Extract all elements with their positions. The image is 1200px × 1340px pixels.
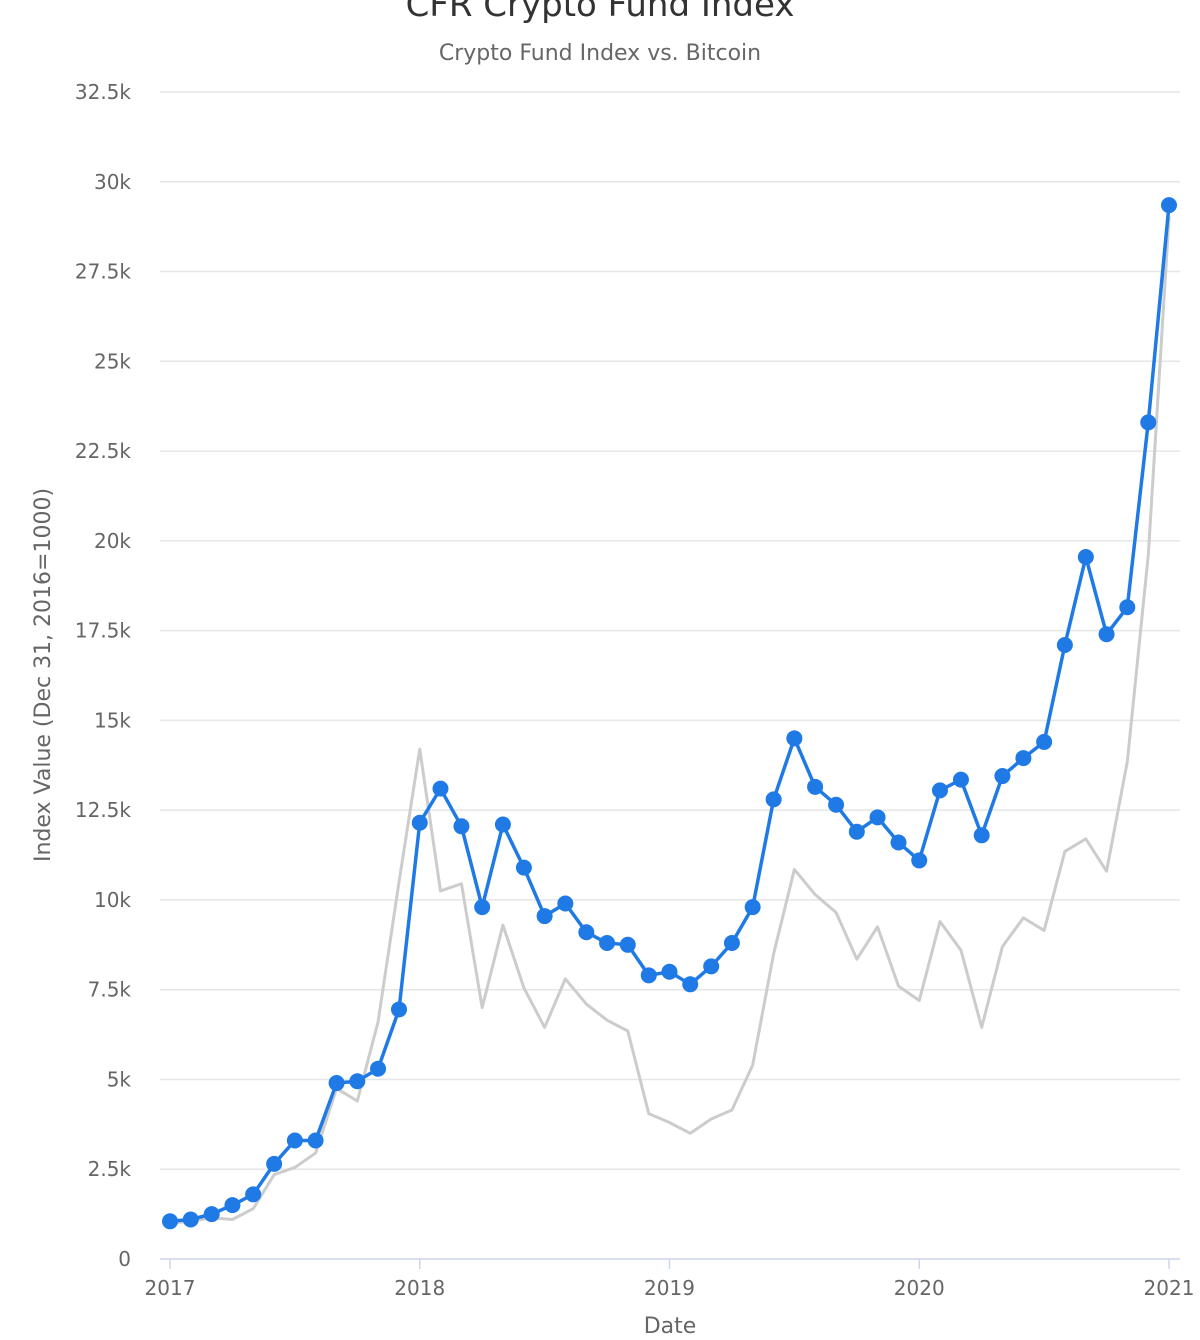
data-point-fund-index[interactable] — [349, 1073, 366, 1090]
series-layer — [162, 197, 1177, 1230]
data-point-fund-index[interactable] — [370, 1060, 387, 1077]
data-point-fund-index[interactable] — [266, 1155, 283, 1172]
data-point-fund-index[interactable] — [703, 958, 720, 975]
data-point-fund-index[interactable] — [1098, 626, 1115, 643]
data-point-fund-index[interactable] — [640, 967, 657, 984]
y-tick-label: 22.5k — [75, 439, 132, 463]
series-line-fund-index — [168, 203, 1171, 1224]
data-point-fund-index[interactable] — [494, 816, 511, 833]
data-point-fund-index[interactable] — [744, 899, 761, 916]
x-axis-ticks: 2017 2018 2019 2020 2021 — [145, 1259, 1195, 1300]
data-point-fund-index[interactable] — [1077, 549, 1094, 566]
x-tick-label: 2019 — [644, 1276, 695, 1300]
data-point-fund-index[interactable] — [599, 935, 616, 952]
data-point-fund-index[interactable] — [1119, 599, 1136, 616]
x-axis-title: Date — [644, 1314, 697, 1339]
data-point-fund-index[interactable] — [307, 1132, 324, 1149]
data-point-fund-index[interactable] — [619, 936, 636, 953]
data-point-fund-index[interactable] — [557, 895, 574, 912]
x-tick-label: 2020 — [894, 1276, 945, 1300]
data-point-fund-index[interactable] — [807, 778, 824, 795]
data-point-fund-index[interactable] — [182, 1211, 199, 1228]
data-point-fund-index[interactable] — [162, 1213, 178, 1230]
y-tick-label: 7.5k — [88, 978, 132, 1002]
data-point-fund-index[interactable] — [391, 1001, 408, 1018]
y-tick-label: 20k — [94, 529, 131, 553]
y-tick-label: 17.5k — [75, 619, 132, 643]
data-point-fund-index[interactable] — [203, 1206, 220, 1223]
y-axis-ticks: 0 2.5k 5k 7.5k 10k 12.5k 15k 17.5k 20k 22.5k 25k 27… — [75, 80, 132, 1271]
data-point-fund-index[interactable] — [828, 796, 845, 813]
data-point-fund-index[interactable] — [432, 780, 449, 797]
data-point-fund-index[interactable] — [1161, 197, 1177, 214]
data-point-fund-index[interactable] — [536, 908, 553, 925]
data-point-fund-index[interactable] — [848, 823, 865, 840]
data-point-fund-index[interactable] — [453, 818, 470, 835]
grid-layer — [160, 91, 1180, 1260]
y-tick-label: 5k — [107, 1067, 132, 1091]
data-point-fund-index[interactable] — [682, 976, 699, 993]
y-axis-title: Index Value (Dec 31, 2016=1000) — [31, 488, 56, 862]
y-tick-label: 32.5k — [75, 80, 132, 104]
chart-title: CFR Crypto Fund Index — [406, 0, 795, 25]
chart-subtitle: Crypto Fund Index vs. Bitcoin — [439, 41, 761, 66]
data-point-fund-index[interactable] — [1140, 414, 1157, 431]
data-point-fund-index[interactable] — [890, 834, 907, 851]
data-point-fund-index[interactable] — [786, 730, 803, 747]
data-point-fund-index[interactable] — [765, 791, 782, 808]
data-point-fund-index[interactable] — [286, 1132, 303, 1149]
data-point-fund-index[interactable] — [952, 771, 969, 788]
y-tick-label: 25k — [94, 349, 131, 373]
data-point-fund-index[interactable] — [994, 768, 1011, 785]
data-point-fund-index[interactable] — [474, 899, 491, 916]
data-point-fund-index[interactable] — [224, 1197, 241, 1214]
data-point-fund-index[interactable] — [328, 1075, 345, 1092]
data-point-fund-index[interactable] — [973, 827, 990, 844]
data-point-fund-index[interactable] — [931, 782, 948, 799]
data-point-fund-index[interactable] — [1056, 636, 1073, 653]
y-tick-label: 27.5k — [75, 260, 132, 284]
data-point-fund-index[interactable] — [578, 924, 595, 941]
x-tick-label: 2017 — [145, 1276, 196, 1300]
data-point-fund-index[interactable] — [723, 935, 740, 952]
data-point-fund-index[interactable] — [911, 852, 928, 869]
data-point-fund-index[interactable] — [1036, 733, 1053, 750]
y-tick-label: 0 — [118, 1247, 131, 1271]
y-tick-label: 12.5k — [75, 798, 132, 822]
data-point-fund-index[interactable] — [1015, 750, 1032, 767]
y-tick-label: 10k — [94, 888, 131, 912]
data-point-fund-index[interactable] — [869, 809, 886, 826]
y-tick-label: 2.5k — [88, 1157, 132, 1181]
data-point-fund-index[interactable] — [245, 1186, 262, 1203]
data-point-fund-index[interactable] — [515, 859, 532, 876]
data-point-fund-index[interactable] — [411, 814, 428, 831]
x-tick-label: 2021 — [1144, 1276, 1195, 1300]
data-point-fund-index[interactable] — [661, 963, 678, 980]
y-tick-label: 15k — [94, 708, 131, 732]
y-tick-label: 30k — [94, 170, 131, 194]
x-tick-label: 2018 — [394, 1276, 445, 1300]
